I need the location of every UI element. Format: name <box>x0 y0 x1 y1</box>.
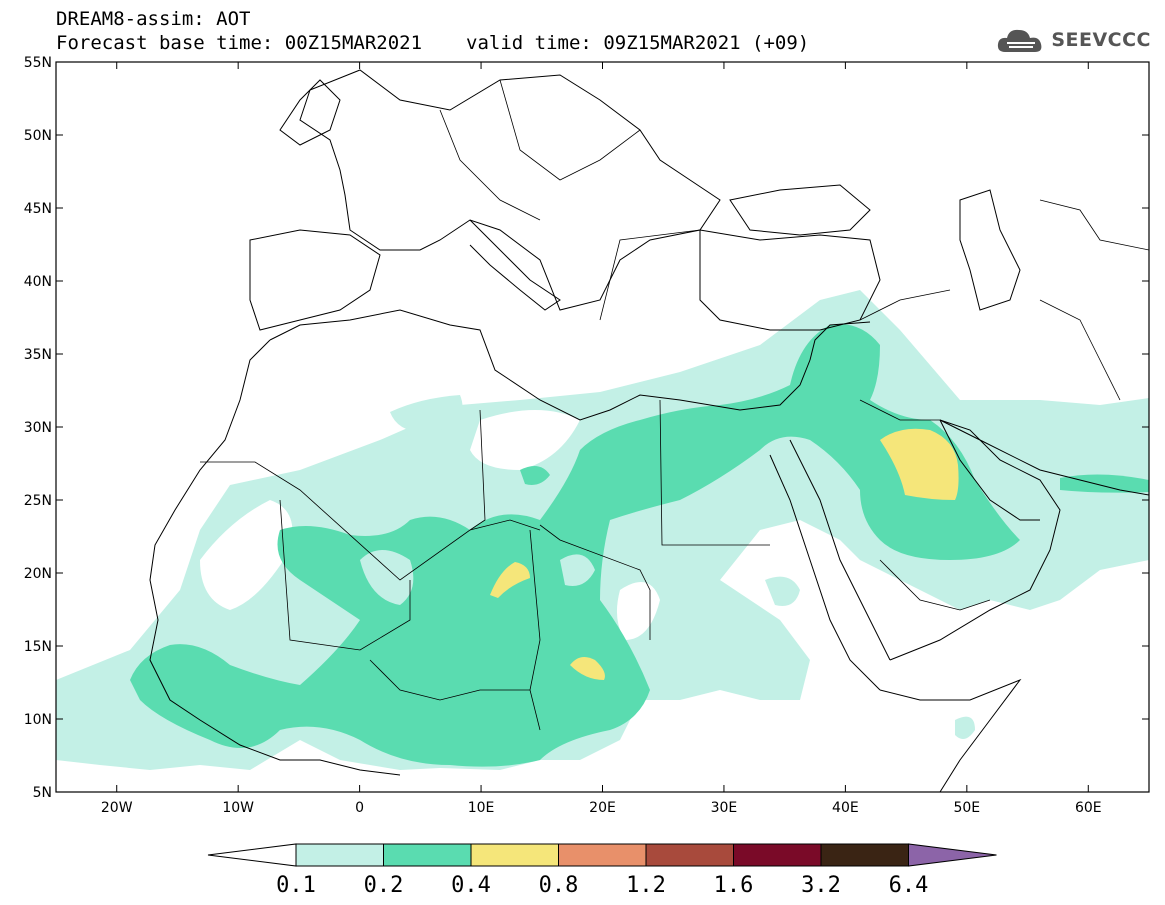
colorbar-low-arrow <box>207 843 297 867</box>
border-2 <box>279 499 411 651</box>
lat-tick-label: 25N <box>24 493 52 509</box>
lon-tick-label: 10E <box>468 800 495 816</box>
border-4 <box>659 399 770 546</box>
coast-europe <box>299 69 721 311</box>
coast-caspian <box>959 189 1021 311</box>
colorbar-level-label: 0.8 <box>539 873 579 898</box>
colorbar-level-label: 1.2 <box>626 873 666 898</box>
coast-mediterranean-africa <box>269 309 811 421</box>
border-14 <box>499 79 641 181</box>
lon-tick-label: 40E <box>832 800 859 816</box>
coastlines <box>149 69 1149 792</box>
aot-contour-light-2 <box>390 395 463 432</box>
lat-tick-label: 10N <box>24 712 52 728</box>
border-8 <box>859 399 940 421</box>
lon-tick-label: 30E <box>711 800 738 816</box>
lat-tick-label: 50N <box>24 128 52 144</box>
colorbar-level-label: 0.4 <box>451 873 491 898</box>
lat-tick-label: 45N <box>24 201 52 217</box>
lon-tick-label: 20W <box>101 800 133 816</box>
border-15 <box>439 109 541 221</box>
border-9 <box>879 559 991 611</box>
coast-red-sea-west <box>769 454 881 691</box>
coast-iran <box>939 419 1149 496</box>
lat-tick-label: 30N <box>24 420 52 436</box>
coast-black-sea <box>729 184 871 236</box>
colorbar-boxes <box>207 843 997 867</box>
lat-tick-label: 55N <box>24 55 52 71</box>
lat-tick-label: 5N <box>33 785 52 801</box>
coast-gulf <box>939 419 1040 521</box>
border-3 <box>539 524 651 640</box>
time-info: Forecast base time: 00Z15MAR2021 valid ti… <box>56 32 809 54</box>
border-12 <box>859 289 951 321</box>
aot-contour-high-3 <box>570 656 605 680</box>
coast-italy <box>469 219 561 311</box>
borders <box>200 79 1149 731</box>
aot-inner-hole-1 <box>360 550 414 605</box>
base-time: Forecast base time: 00Z15MAR2021 <box>56 32 423 54</box>
aot-contour-medium-2 <box>1060 474 1149 493</box>
colorbar-box <box>558 843 647 867</box>
border-1 <box>200 461 541 581</box>
lon-tick-label: 0 <box>355 800 364 816</box>
colorbar-box <box>295 843 384 867</box>
border-13 <box>599 229 701 321</box>
border-6 <box>529 529 541 731</box>
colorbar-level-label: 0.1 <box>276 873 316 898</box>
colorbar-level-label: 0.2 <box>364 873 404 898</box>
aot-contour-high-2 <box>490 562 530 598</box>
colorbar-level-label: 6.4 <box>889 873 929 898</box>
map-title: DREAM8-assim: AOT <box>56 8 251 30</box>
colorbar-box <box>733 843 822 867</box>
lon-tick-label: 20E <box>589 800 616 816</box>
logo-text: SEEVCCC <box>1051 29 1151 51</box>
aot-hole-2 <box>470 410 580 470</box>
colorbar-box <box>820 843 909 867</box>
border-5 <box>469 409 486 531</box>
colorbar-labels: 0.1 0.2 0.4 0.8 1.2 1.6 3.2 6.4 <box>276 873 928 898</box>
coast-west-africa <box>149 339 401 776</box>
colorbar-high-arrow <box>908 843 997 867</box>
lat-tick-label: 40N <box>24 274 52 290</box>
aot-hole-3 <box>616 582 660 640</box>
lon-tick-label: 50E <box>953 800 980 816</box>
lon-tick-label: 10W <box>222 800 254 816</box>
aot-inner-hole-2 <box>560 554 595 586</box>
border-10 <box>1039 199 1149 251</box>
coast-arabia <box>889 419 1061 661</box>
aot-contour-light-4 <box>765 576 800 606</box>
colorbar-box <box>645 843 734 867</box>
coast-levant <box>809 321 871 361</box>
colorbar-box <box>470 843 559 867</box>
aot-contour-medium-3 <box>520 466 550 485</box>
lat-tick-label: 20N <box>24 566 52 582</box>
valid-time: valid time: 09Z15MAR2021 (+09) <box>466 32 810 54</box>
lat-tick-label: 15N <box>24 639 52 655</box>
coast-red-sea-east <box>789 439 891 661</box>
aot-contour-high-1 <box>880 428 959 500</box>
colorbar-level-label: 1.6 <box>714 873 754 898</box>
aot-hole-1 <box>200 500 293 610</box>
coast-iberia <box>249 229 381 331</box>
coast-britain <box>279 79 341 146</box>
border-7 <box>369 659 530 701</box>
cloud-icon <box>998 29 1042 52</box>
colorbar-box <box>383 843 472 867</box>
lon-tick-label: 60E <box>1075 800 1102 816</box>
seevccc-logo: SEEVCCC <box>995 24 1151 56</box>
coast-horn <box>879 678 1022 792</box>
lat-tick-label: 35N <box>24 347 52 363</box>
colorbar-level-label: 3.2 <box>801 873 841 898</box>
border-11 <box>1039 299 1121 401</box>
aot-contour-light-3 <box>1060 418 1085 442</box>
aot-contour-light-5 <box>955 716 975 739</box>
axis-ticks: 55N 50N 45N 40N 35N 30N 25N 20N 15N 10N 5N 20W 10W 0 1… <box>24 55 1149 816</box>
